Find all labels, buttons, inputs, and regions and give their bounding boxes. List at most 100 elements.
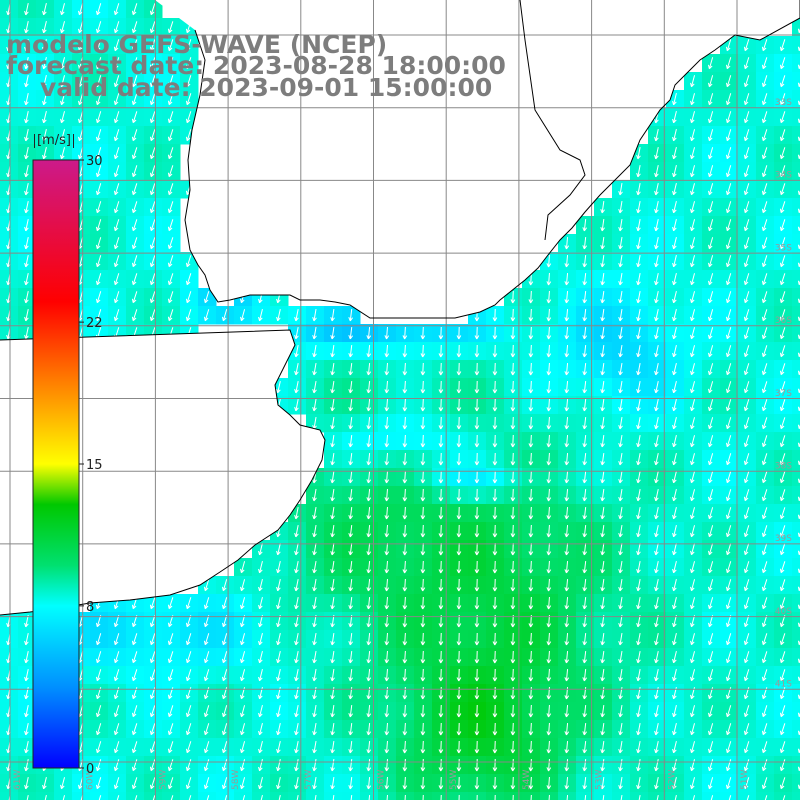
wind-arrow (546, 362, 552, 376)
wind-arrow (600, 488, 605, 502)
wind-arrow (743, 417, 750, 430)
wind-arrow (438, 398, 444, 412)
wind-arrow (330, 308, 335, 322)
wind-arrow (546, 776, 552, 790)
wind-arrow (113, 273, 120, 286)
wind-arrow (420, 632, 426, 646)
wind-cell (144, 792, 163, 800)
wind-arrow (692, 795, 696, 800)
wind-arrow (761, 741, 768, 754)
wind-arrow (438, 326, 444, 340)
wind-arrow (95, 129, 102, 142)
wind-arrow (113, 705, 120, 718)
wind-arrow (438, 542, 444, 556)
wind-arrow (618, 344, 623, 358)
wind-arrow (384, 722, 390, 736)
wind-arrow (188, 795, 192, 800)
wind-arrow (113, 57, 120, 70)
wind-arrow (438, 632, 444, 646)
wind-arrow (258, 309, 263, 322)
wind-arrow (440, 794, 442, 800)
wind-arrow (528, 344, 534, 358)
wind-arrow (258, 759, 263, 772)
wind-arrow (672, 345, 677, 358)
wind-arrow (636, 417, 641, 430)
wind-arrow (690, 219, 696, 232)
wind-arrow (546, 470, 552, 484)
wind-arrow (707, 57, 714, 70)
wind-arrow (600, 254, 605, 268)
wind-arrow (167, 201, 174, 214)
wind-arrow (77, 111, 84, 124)
wind-arrow (564, 776, 570, 790)
wind-arrow (779, 507, 786, 520)
wind-arrow (474, 452, 480, 466)
wind-arrow (761, 327, 768, 340)
wind-arrow (60, 129, 66, 142)
wind-arrow (348, 362, 353, 376)
wind-arrow (761, 597, 768, 610)
wind-arrow (185, 597, 192, 610)
wind-arrow (42, 777, 47, 790)
colorbar-tick-label: 0 (86, 762, 94, 777)
wind-arrow (330, 632, 335, 646)
wind-arrow (420, 722, 426, 736)
wind-arrow (384, 470, 390, 484)
wind-arrow (564, 596, 570, 610)
wind-arrow (582, 578, 588, 592)
wind-arrow (386, 794, 388, 800)
wind-arrow (707, 75, 714, 88)
wind-arrow (582, 218, 588, 232)
wind-arrow (530, 794, 532, 800)
wind-arrow (420, 776, 426, 790)
wind-arrow (636, 633, 641, 646)
wind-arrow (618, 668, 623, 682)
wind-arrow (404, 794, 406, 800)
wind-arrow (564, 434, 570, 448)
wind-arrow (654, 183, 659, 196)
latitude-label: 34S (775, 171, 792, 181)
wind-arrow (546, 254, 552, 268)
wind-arrow (95, 183, 102, 196)
wind-arrow (113, 291, 120, 304)
wind-arrow (131, 633, 138, 646)
wind-arrow (312, 651, 317, 664)
wind-arrow (167, 741, 174, 754)
wind-arrow (312, 723, 317, 736)
wind-arrow (510, 776, 516, 790)
wind-arrow (221, 615, 228, 628)
wind-arrow (690, 363, 696, 376)
wind-arrow (492, 524, 498, 538)
wind-arrow (167, 309, 174, 322)
wind-cell (792, 288, 800, 307)
wind-arrow (492, 470, 498, 484)
wind-arrow (294, 561, 299, 574)
wind-arrow (707, 759, 714, 772)
wind-cell (36, 792, 55, 800)
wind-arrow (636, 147, 641, 160)
wind-cell (288, 792, 307, 800)
wind-arrow (113, 237, 120, 250)
wind-arrow (438, 380, 444, 394)
wind-arrow (743, 489, 750, 502)
wind-cell (792, 522, 800, 541)
wind-arrow (620, 794, 623, 800)
wind-arrow (725, 111, 732, 124)
wind-arrow (528, 380, 534, 394)
wind-arrow (636, 381, 641, 394)
wind-arrow (528, 434, 534, 448)
wind-arrow (707, 201, 714, 214)
wind-arrow (149, 255, 156, 268)
wind-arrow (420, 704, 426, 718)
wind-arrow (492, 326, 498, 340)
wind-arrow (131, 669, 138, 682)
wind-arrow (402, 488, 408, 502)
wind-arrow (366, 704, 372, 718)
wind-arrow (24, 759, 29, 772)
wind-arrow (402, 542, 408, 556)
wind-arrow (528, 452, 534, 466)
wind-arrow (636, 273, 641, 286)
wind-arrow (258, 615, 263, 628)
wind-arrow (24, 39, 29, 52)
wind-cell (630, 792, 649, 800)
